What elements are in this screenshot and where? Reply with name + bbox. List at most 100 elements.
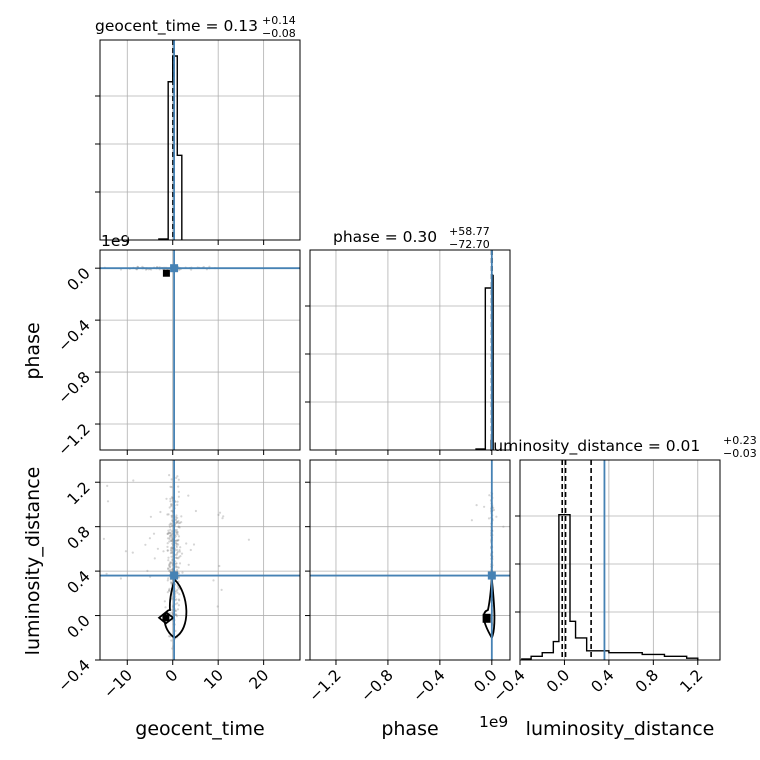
- time-dist-sample: [170, 611, 174, 614]
- time-dist-sample: [152, 532, 156, 535]
- time-dist-sample: [168, 566, 171, 569]
- time-dist-density-core: [162, 614, 170, 622]
- dist-hist-xtick-label: 0.4: [588, 666, 618, 696]
- dist-hist-frame: [519, 459, 721, 661]
- time-dist-sample: [170, 516, 173, 519]
- time-dist-sample: [179, 555, 182, 558]
- time-dist-sample: [168, 587, 171, 590]
- time-dist-sample: [169, 528, 172, 531]
- phase-dist-sample: [495, 515, 498, 518]
- time-dist-sample: [170, 503, 173, 506]
- time-dist-sample: [167, 577, 170, 580]
- phase-dist-xtick-label: −0.4: [409, 666, 448, 705]
- phase-dist-truth-point: [487, 571, 496, 580]
- time-dist-sample: [169, 581, 173, 584]
- time-dist-sample: [177, 519, 180, 523]
- time-dist-sample: [171, 497, 174, 500]
- time-dist-sample: [170, 561, 173, 564]
- time-dist-sample: [178, 550, 181, 553]
- time-phase-ytick-label: 0.0: [64, 264, 94, 294]
- time-dist-sample: [170, 524, 174, 528]
- time-dist-sample: [181, 571, 184, 574]
- time-dist-sample: [170, 555, 173, 558]
- time-dist-sample: [175, 598, 178, 601]
- time-dist-sample: [156, 547, 159, 550]
- time-dist-sample: [170, 546, 174, 549]
- time-dist-sample: [177, 525, 180, 528]
- time-dist-sample: [218, 564, 221, 568]
- time-dist-sample: [178, 562, 182, 565]
- time-dist-sample: [178, 599, 181, 602]
- phase-dist-sample: [492, 508, 495, 512]
- time-dist-sample: [166, 545, 169, 549]
- time-dist-sample: [175, 521, 178, 524]
- time-dist-sample: [106, 484, 109, 487]
- time-dist-sample: [175, 565, 178, 568]
- time-dist-sample: [166, 532, 169, 536]
- time-dist-sample: [149, 515, 152, 518]
- time-dist-sample: [175, 528, 178, 532]
- title-geocent_time: geocent_time = 0.13: [95, 17, 258, 36]
- time-dist-sample: [176, 552, 179, 555]
- time-dist-sample: [168, 612, 171, 615]
- time-dist-sample: [218, 511, 222, 514]
- time-dist-truth-point: [170, 571, 179, 580]
- title-phase: phase = 0.30: [333, 228, 437, 246]
- time-dist-sample: [180, 521, 183, 524]
- time-dist-sample: [171, 537, 174, 540]
- time-dist-sample: [177, 572, 180, 575]
- time-dist-ytick-label: −0.4: [54, 656, 93, 695]
- phase-dist-sample: [502, 525, 505, 528]
- time-dist-sample: [171, 547, 174, 550]
- time-dist-sample: [176, 531, 179, 534]
- time-dist-sample: [168, 523, 171, 527]
- title-luminosity_distance-minus: −0.03: [723, 447, 757, 460]
- time-dist-sample: [174, 516, 177, 519]
- time-dist-sample: [175, 613, 178, 616]
- time-dist-sample: [176, 550, 179, 553]
- time-dist-sample: [170, 549, 173, 553]
- time-dist-sample: [176, 602, 179, 605]
- time-dist-sample: [169, 522, 172, 525]
- time-dist-sample: [106, 500, 110, 503]
- time-dist-sample: [170, 535, 173, 539]
- time-dist-sample: [176, 568, 179, 572]
- ylabel-luminosity_distance: luminosity_distance: [22, 467, 44, 656]
- time-dist-sample: [169, 561, 172, 564]
- time-dist-sample: [177, 586, 180, 589]
- time-dist-sample: [187, 494, 190, 497]
- time-dist-sample: [168, 589, 171, 593]
- time-dist-sample: [185, 542, 188, 545]
- time-dist-sample: [174, 522, 177, 525]
- time-dist-sample: [167, 568, 170, 571]
- time-dist-sample: [175, 553, 178, 556]
- time-dist-sample: [144, 543, 147, 546]
- time-dist-sample: [176, 516, 179, 520]
- time-dist-xtick-label: 0: [162, 666, 182, 686]
- time-dist-sample: [176, 591, 179, 594]
- time-dist-sample: [170, 534, 173, 537]
- time-dist-sample: [177, 576, 181, 579]
- time-dist-sample: [177, 522, 180, 525]
- time-dist-sample: [166, 537, 170, 540]
- time-dist-sample: [177, 490, 180, 493]
- time-dist-sample: [159, 510, 162, 514]
- time-dist-sample: [171, 524, 174, 528]
- time-dist-sample: [177, 538, 180, 542]
- time-dist-sample: [179, 546, 182, 549]
- time-dist-sample: [176, 539, 180, 542]
- time-dist-sample: [170, 547, 173, 551]
- time-dist-sample: [170, 539, 173, 543]
- time-dist-xtick-label: 20: [246, 666, 273, 693]
- phase-dist-sample: [470, 519, 473, 522]
- dist-hist-xtick-label: 0.0: [543, 666, 573, 696]
- time-dist-sample: [169, 552, 172, 555]
- time-dist-sample: [166, 579, 169, 582]
- time-dist-sample: [170, 496, 174, 499]
- time-dist-sample: [174, 531, 178, 534]
- time-dist-sample: [247, 538, 250, 541]
- time-dist-sample: [168, 531, 171, 534]
- time-dist-sample: [176, 533, 179, 536]
- time-dist-sample: [176, 588, 179, 592]
- time-dist-sample: [180, 552, 184, 555]
